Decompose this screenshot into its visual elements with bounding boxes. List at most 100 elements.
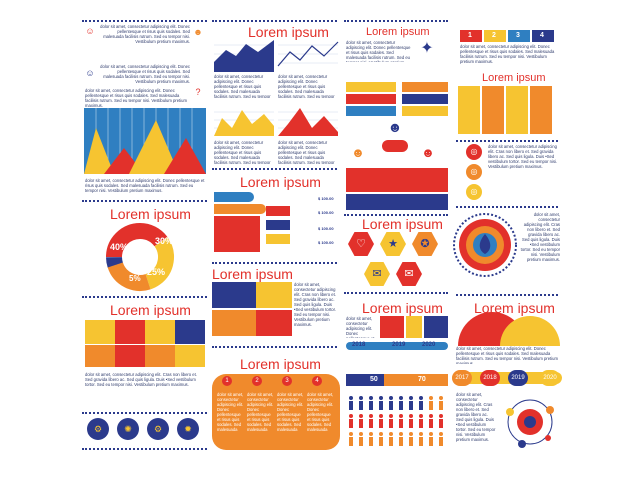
- section-title: Lorem ipsum: [474, 300, 555, 316]
- person-icon: [379, 401, 383, 410]
- person-icon: [429, 401, 433, 410]
- paragraph: dolor sit amet, consectetur adipiscing e…: [488, 144, 558, 169]
- person-icon: [389, 432, 393, 436]
- person-icon: [359, 437, 363, 446]
- person-icon: [419, 414, 423, 418]
- target-icon: ◎: [466, 144, 482, 160]
- person-icon: [379, 414, 383, 418]
- year-label: 2020: [422, 342, 436, 348]
- head-gear-icon: ☺: [85, 25, 95, 36]
- people-chart: [349, 396, 443, 446]
- divider: [456, 294, 558, 296]
- paragraph: dolor sit amet, consectetur adipiscing e…: [217, 392, 244, 432]
- stacked-bars: [346, 168, 448, 192]
- person-icon: [409, 396, 413, 400]
- divider: [82, 412, 207, 414]
- bar: [346, 94, 396, 104]
- paragraph: dolor sit amet, consectetur adipiscing e…: [85, 372, 197, 387]
- section-title: Lorem ipsum: [482, 72, 546, 84]
- divider: [212, 262, 337, 264]
- step-panel: [212, 374, 340, 450]
- arrow-bar: [214, 204, 266, 214]
- person-icon: [389, 437, 393, 446]
- person-icon: [439, 396, 443, 400]
- paragraph: dolor sit amet, consectetur adipiscing e…: [520, 212, 560, 262]
- tab[interactable]: [532, 30, 554, 42]
- star-hexagon-icon: ★: [380, 232, 406, 256]
- bar-block: [214, 216, 260, 252]
- person-icon: ☻: [351, 144, 365, 160]
- arc-chart: [458, 312, 560, 346]
- step-number: 4: [312, 376, 322, 386]
- person-icon: [439, 401, 443, 410]
- person-icon: [439, 419, 443, 428]
- divider: [456, 206, 558, 208]
- step-number: 1: [222, 376, 232, 386]
- person-icon: [409, 419, 413, 428]
- paragraph: dolor sit amet, consectetur adipiscing e…: [278, 74, 335, 98]
- banner: [380, 316, 404, 338]
- puzzle-piece: [212, 310, 256, 336]
- timeline-bar: [452, 372, 562, 384]
- puzzle-piece: [256, 310, 292, 336]
- year-label: 2019: [392, 342, 406, 348]
- divider: [456, 140, 558, 142]
- ribbon: [266, 234, 290, 244]
- area-chart: [214, 40, 274, 72]
- person-icon: [429, 414, 433, 418]
- head-idea-icon: ☻: [193, 26, 203, 37]
- divider: [82, 448, 207, 450]
- divider: [212, 346, 337, 348]
- person-icon: [399, 401, 403, 410]
- paragraph: dolor sit amet, consectetur adipiscing e…: [346, 316, 374, 338]
- person-icon: [409, 432, 413, 436]
- medal-hexagon-icon: ✪: [412, 232, 438, 256]
- tab[interactable]: [484, 30, 506, 42]
- person-icon: [369, 414, 373, 418]
- ribbon: [266, 220, 290, 230]
- arrow-bar: [214, 192, 254, 202]
- person-icon: [359, 396, 363, 400]
- speech-badge: [382, 140, 408, 152]
- person-icon: [409, 414, 413, 418]
- tab[interactable]: [508, 30, 530, 42]
- year-badge: 2018: [480, 370, 500, 386]
- bar: [402, 82, 448, 92]
- gauge-chart: [453, 213, 517, 277]
- person-icon: ☻: [421, 144, 435, 160]
- person-icon: [429, 432, 433, 436]
- person-icon: [359, 401, 363, 410]
- person-icon: [429, 396, 433, 400]
- person-icon: [429, 419, 433, 428]
- mail-hexagon-icon: ✉: [364, 262, 390, 286]
- paragraph: dolor sit amet, consectetur adipiscing e…: [460, 44, 555, 64]
- percent-value: 70: [418, 376, 426, 383]
- person-icon: [399, 432, 403, 436]
- person-icon: [379, 396, 383, 400]
- paragraph: dolor sit amet, consectetur adipiscing e…: [456, 346, 558, 364]
- lightbulb-circle-icon: ✺: [117, 418, 139, 440]
- stacked-bars: [346, 194, 448, 210]
- person-icon: ☻: [387, 119, 403, 135]
- cog-circle-icon: ✹: [177, 418, 199, 440]
- paragraph: dolor sit amet, consectetur adipiscing e…: [85, 178, 205, 193]
- person-icon: [419, 401, 423, 410]
- person-icon: [349, 414, 353, 418]
- person-icon: [389, 396, 393, 400]
- price-label: $ 100.00: [318, 210, 334, 215]
- person-icon: [399, 396, 403, 400]
- paragraph: dolor sit amet, consectetur adipiscing e…: [307, 392, 334, 432]
- section-title: Lorem ipsum: [240, 356, 321, 372]
- bar: [402, 94, 448, 104]
- person-icon: [369, 437, 373, 446]
- puzzle-piece: [256, 282, 292, 308]
- donut-label: 5%: [129, 274, 141, 283]
- divider: [212, 20, 337, 22]
- person-icon: [419, 419, 423, 428]
- person-icon: [429, 437, 433, 446]
- area-chart: [278, 108, 338, 136]
- tab[interactable]: [460, 30, 482, 42]
- tab-number: 3: [516, 32, 520, 39]
- gear-circle-icon: ⚙: [87, 418, 109, 440]
- price-label: $ 100.00: [318, 240, 334, 245]
